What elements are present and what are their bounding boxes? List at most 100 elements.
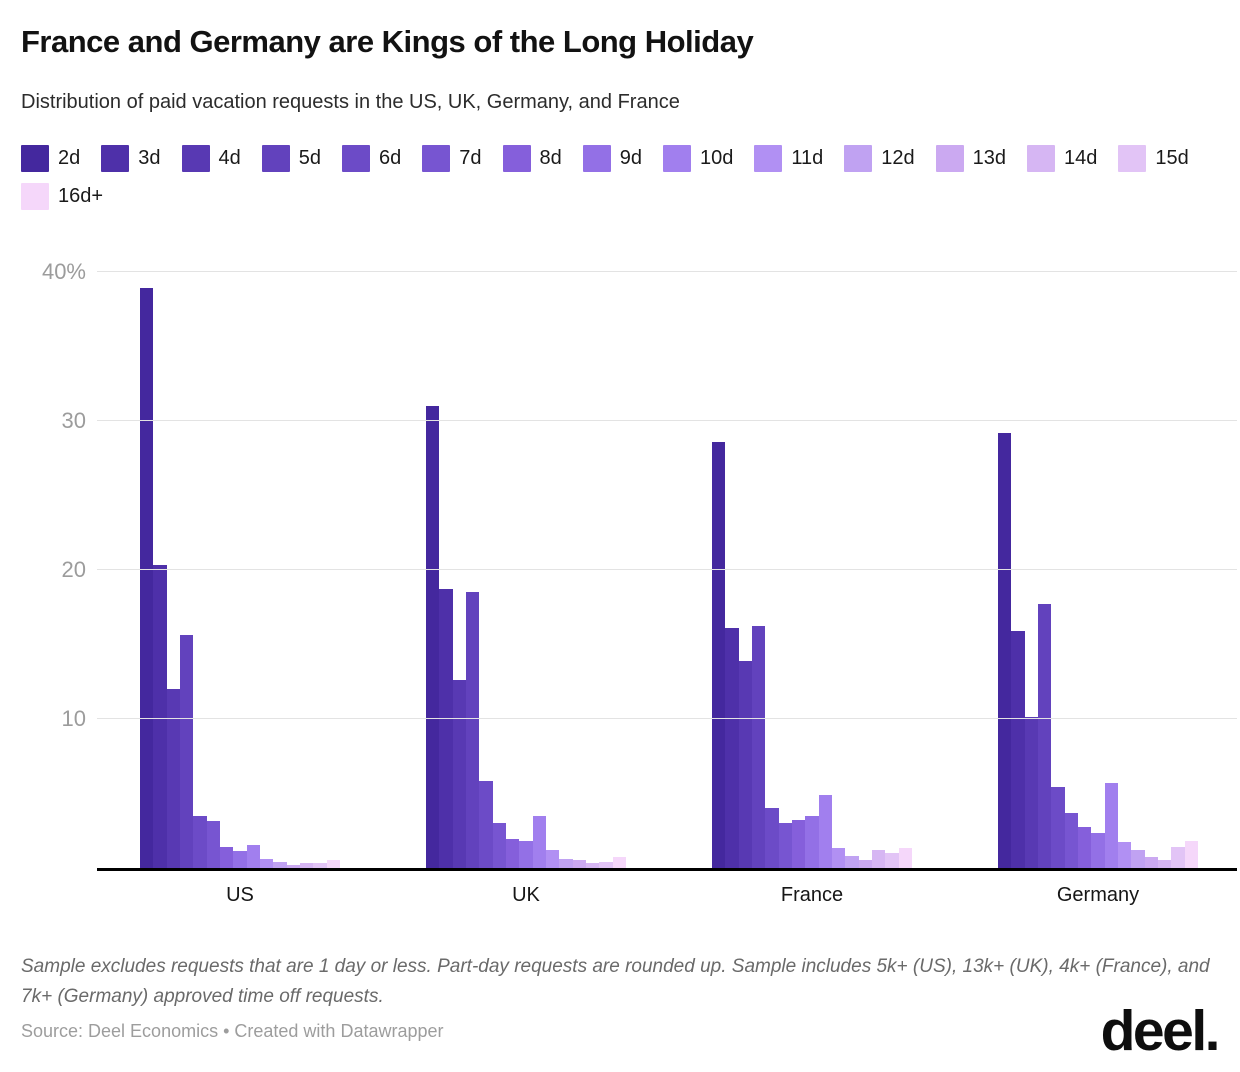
bar-france-6d[interactable] [765, 808, 779, 868]
bar-uk-15d[interactable] [599, 861, 613, 868]
legend-item-3d: 3d [101, 144, 161, 172]
legend-swatch [935, 144, 964, 172]
bar-germany-12d[interactable] [1131, 849, 1145, 868]
legend-item-11d: 11d [754, 144, 824, 172]
bar-uk-5d[interactable] [465, 592, 480, 868]
bar-uk-2d[interactable] [426, 405, 440, 868]
bar-germany-3d[interactable] [1011, 630, 1025, 868]
legend-swatch [502, 144, 531, 172]
plot-area: 40% 30 20 10 [42, 259, 1237, 871]
bar-germany-5d[interactable] [1037, 603, 1052, 868]
bar-france-3d[interactable] [725, 627, 739, 868]
bar-germany-14d[interactable] [1157, 860, 1172, 868]
gridline-10 [97, 717, 1237, 719]
bar-uk-10d[interactable] [532, 815, 546, 868]
y-axis-tick-label-20: 20 [61, 556, 86, 582]
legend-label: 12d [881, 146, 915, 169]
legend-label: 11d [791, 146, 824, 169]
bar-germany-13d[interactable] [1144, 857, 1158, 868]
bar-group-uk [426, 272, 626, 868]
chart-area: 40% 30 20 10 US UK France Germany [21, 259, 1237, 907]
bar-us-9d[interactable] [233, 851, 247, 868]
y-axis-tick-label-10: 10 [61, 705, 86, 731]
bar-us-3d[interactable] [153, 565, 167, 868]
legend-item-4d: 4d [181, 144, 241, 172]
bar-germany-11d[interactable] [1117, 842, 1132, 868]
legend-label: 10d [700, 146, 734, 169]
legend-item-14d: 14d [1027, 144, 1098, 172]
x-axis-label-france: France [780, 883, 844, 906]
bar-germany-4d[interactable] [1024, 717, 1038, 868]
legend-item-13d: 13d [935, 144, 1007, 172]
gridline-20 [97, 568, 1237, 570]
bar-uk-13d[interactable] [572, 860, 586, 868]
bar-france-13d[interactable] [858, 860, 872, 868]
bar-us-2d[interactable] [140, 288, 154, 868]
bar-us-10d[interactable] [246, 845, 260, 868]
legend-swatch [21, 144, 49, 172]
bar-france-11d[interactable] [831, 848, 846, 868]
legend-item-16dplus: 16d+ [21, 182, 104, 210]
bar-france-7d[interactable] [778, 822, 792, 868]
legend-item-5d: 5d [261, 144, 321, 172]
bar-france-2d[interactable] [712, 441, 726, 868]
bar-germany-9d[interactable] [1091, 833, 1105, 868]
bar-germany-7d[interactable] [1064, 812, 1078, 868]
legend-label: 16d+ [58, 184, 104, 207]
bar-france-8d[interactable] [791, 819, 806, 868]
legend-swatch [422, 144, 451, 172]
bar-uk-11d[interactable] [545, 849, 560, 868]
bar-france-14d[interactable] [871, 849, 886, 868]
legend-item-12d: 12d [844, 144, 915, 172]
bar-us-8d[interactable] [219, 846, 234, 868]
bar-germany-2d[interactable] [998, 432, 1012, 868]
bar-us-11d[interactable] [259, 858, 274, 868]
bar-us-5d[interactable] [179, 635, 194, 868]
legend-label: 15d [1155, 146, 1189, 169]
legend-item-10d: 10d [663, 144, 734, 172]
bar-france-9d[interactable] [805, 815, 819, 868]
bar-france-16dplus[interactable] [898, 848, 912, 868]
bar-germany-10d[interactable] [1104, 782, 1118, 868]
bar-uk-4d[interactable] [452, 679, 466, 868]
legend-label: 8d [539, 146, 562, 169]
bar-france-4d[interactable] [738, 660, 752, 868]
legend-label: 5d [298, 146, 321, 169]
bar-germany-16dplus[interactable] [1184, 840, 1198, 868]
bar-france-10d[interactable] [818, 794, 832, 868]
bar-us-15d[interactable] [313, 863, 327, 868]
bar-uk-3d[interactable] [439, 589, 453, 868]
bar-us-13d[interactable] [286, 864, 300, 868]
source-line: Source: Deel Economics • Created with Da… [21, 1020, 444, 1041]
legend-label: 6d [379, 146, 402, 169]
bar-us-16dplus[interactable] [326, 860, 340, 868]
x-axis-label-uk: UK [512, 883, 540, 906]
bar-germany-6d[interactable] [1051, 787, 1065, 868]
legend-swatch [181, 144, 210, 172]
bar-france-5d[interactable] [751, 626, 766, 868]
bar-uk-12d[interactable] [559, 858, 573, 868]
bar-uk-6d[interactable] [479, 781, 493, 868]
x-axis-labels: US UK France Germany [97, 884, 1237, 907]
legend-item-9d: 9d [582, 144, 642, 172]
bar-us-6d[interactable] [193, 815, 207, 868]
bar-uk-7d[interactable] [492, 822, 506, 868]
legend-label: 13d [972, 146, 1007, 169]
bar-uk-14d[interactable] [585, 863, 600, 868]
legend-item-2d: 2d [21, 144, 80, 172]
bar-group-france [712, 272, 912, 868]
bar-france-12d[interactable] [845, 855, 859, 868]
bar-uk-8d[interactable] [505, 839, 520, 868]
bar-us-7d[interactable] [206, 821, 220, 868]
x-axis-label-us: US [226, 883, 254, 906]
bar-france-15d[interactable] [885, 852, 899, 868]
bar-uk-9d[interactable] [519, 840, 533, 868]
bar-germany-8d[interactable] [1077, 827, 1092, 868]
bar-uk-16dplus[interactable] [612, 857, 626, 868]
bar-us-14d[interactable] [299, 863, 314, 868]
bar-us-4d[interactable] [166, 688, 180, 868]
footnote: Sample excludes requests that are 1 day … [21, 955, 1210, 1007]
bar-us-12d[interactable] [273, 861, 287, 868]
legend-label: 14d [1064, 146, 1098, 169]
bar-germany-15d[interactable] [1171, 846, 1185, 868]
